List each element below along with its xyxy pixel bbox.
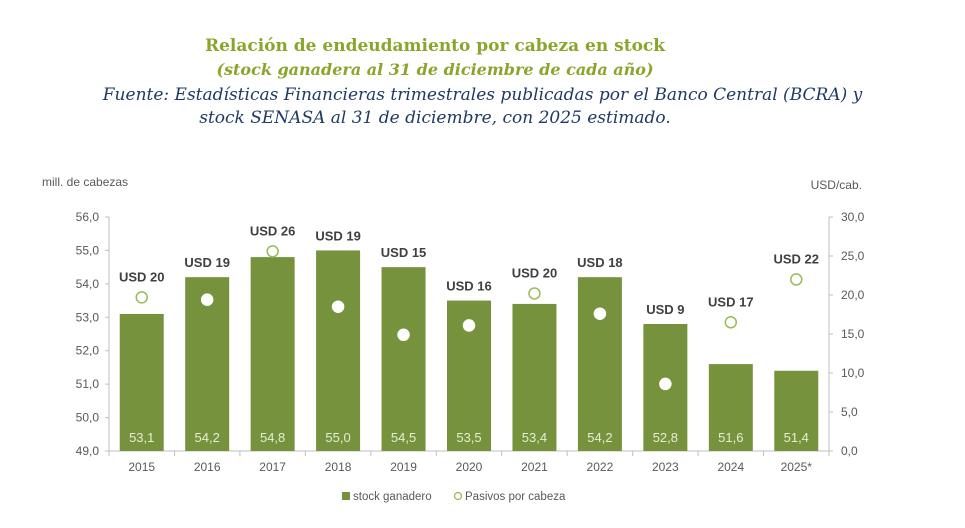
usd-label: USD 17 (708, 294, 754, 309)
x-tick-label: 2023 (652, 460, 679, 474)
bar-stock (774, 370, 819, 451)
bar-value-label: 52,8 (653, 430, 678, 445)
bar-value-label: 54,5 (391, 430, 416, 445)
source-line-2: stock SENASA al 31 de diciembre, con 202… (199, 108, 671, 128)
legend: stock ganadero Pasivos por cabeza (342, 491, 566, 503)
x-tick-label: 2016 (194, 460, 221, 474)
bar-stock (577, 277, 622, 451)
bar-stock (708, 364, 753, 451)
bar-stock (185, 277, 230, 451)
y-axis-title: mill. de cabezas (42, 175, 128, 189)
usd-label: USD 26 (250, 223, 296, 238)
usd-label: USD 9 (646, 302, 684, 317)
marker-pasivos (331, 300, 345, 313)
bar-stock (119, 313, 164, 451)
y2-tick-label: 5,0 (841, 405, 858, 419)
marker-pasivos (200, 293, 214, 306)
markers-group: USD 20 USD 19 USD 26 USD 19 USD 15 USD 16 USD … (119, 223, 820, 391)
y2-tick-label: 30,0 (841, 210, 865, 224)
x-tick-label: 2018 (325, 460, 352, 474)
y2-axis-title: USD/cab. (811, 178, 862, 192)
marker-pasivos (266, 245, 279, 258)
bar-value-label: 51,6 (718, 430, 743, 445)
bar-value-label: 51,4 (784, 430, 809, 445)
legend-swatch-pasivos (453, 491, 463, 501)
x-tick-label: 2024 (717, 460, 744, 474)
y2-tick-label: 10,0 (841, 366, 865, 380)
y2-tick-label: 25,0 (841, 249, 865, 263)
chart-subtitle: (stock ganadera al 31 de diciembre de ca… (216, 60, 654, 79)
y2-tick-label: 15,0 (841, 327, 865, 341)
bar-stock (512, 303, 557, 451)
marker-pasivos (462, 319, 476, 332)
x-tick-label: 2021 (521, 460, 548, 474)
usd-label: USD 16 (446, 279, 492, 294)
marker-pasivos (659, 377, 672, 391)
y-tick-label: 51,0 (76, 377, 100, 391)
bar-value-label: 54,8 (260, 430, 285, 445)
marker-pasivos (528, 287, 541, 300)
x-tick-label: 2019 (390, 460, 417, 474)
y-tick-label: 54,0 (76, 277, 100, 291)
usd-label: USD 20 (119, 269, 165, 284)
x-tick-label: 2020 (456, 460, 483, 474)
x-tick-label: 2022 (587, 460, 614, 474)
bar-stock (316, 250, 361, 451)
y-tick-label: 56,0 (76, 210, 100, 224)
bar-stock (381, 267, 426, 451)
y-tick-label: 53,0 (76, 310, 100, 324)
usd-label: USD 19 (184, 255, 230, 270)
marker-pasivos (790, 273, 803, 286)
usd-label: USD 19 (315, 228, 361, 243)
bar-value-label: 53,1 (129, 430, 154, 445)
y-tick-label: 52,0 (76, 344, 100, 358)
usd-label: USD 22 (774, 251, 820, 266)
y-tick-label: 55,0 (76, 243, 100, 257)
x-tick-label: 2015 (128, 460, 155, 474)
usd-label: USD 15 (381, 245, 427, 260)
y2-tick-label: 0,0 (841, 444, 858, 458)
source-line-1: Fuente: Estadísticas Financieras trimest… (102, 85, 863, 105)
x-tick-label: 2025* (781, 460, 813, 474)
usd-label: USD 20 (512, 265, 558, 280)
marker-pasivos (593, 307, 607, 320)
bar-value-label: 54,2 (587, 430, 612, 445)
chart-title: Relación de endeudamiento por cabeza en … (204, 36, 666, 56)
legend-label-pasivos: Pasivos por cabeza (465, 491, 566, 503)
bar-value-label: 53,4 (522, 430, 547, 445)
marker-pasivos (135, 291, 148, 304)
y-tick-label: 50,0 (76, 411, 100, 425)
bar-stock (250, 257, 295, 451)
legend-swatch-stock (342, 492, 350, 500)
marker-pasivos (724, 316, 738, 329)
marker-pasivos (397, 328, 410, 342)
y2-tick-label: 20,0 (841, 288, 865, 302)
x-tick-label: 2017 (259, 460, 286, 474)
y-tick-label: 49,0 (76, 444, 100, 458)
bar-value-label: 55,0 (325, 430, 350, 445)
bar-value-label: 53,5 (456, 430, 481, 445)
usd-label: USD 18 (577, 255, 623, 270)
bar-value-label: 54,2 (195, 430, 220, 445)
legend-label-stock: stock ganadero (353, 491, 432, 503)
